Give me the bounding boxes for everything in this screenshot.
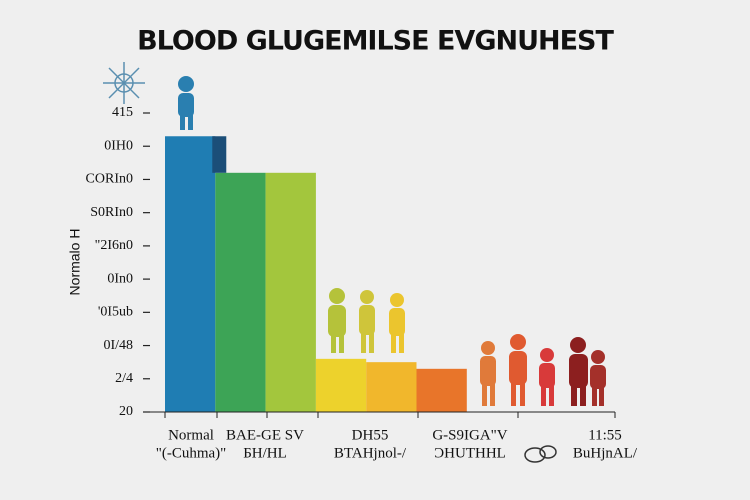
x-tick-label: "(-Cuhma)" [156,445,227,461]
chart-title: BLOOD GLUGEMILSE EVGNUHEST [137,26,614,57]
bar-shade [212,136,227,173]
bar [215,172,266,412]
x-tick-label: Normal [168,427,214,443]
bar [366,362,417,412]
y-tick-label: 2/4 [115,371,133,386]
child-silhouettes-yellow [328,288,405,353]
bar [315,358,367,412]
x-tick-label: ƂH/HL [243,445,287,461]
child-silhouettes-red [480,334,606,406]
y-tick-label: CORIn0 [86,172,133,187]
bar [165,136,216,412]
x-tick-label: BAE-GE SV [226,427,304,443]
y-tick-label: 0I/48 [103,338,133,353]
y-tick-label: 415 [112,105,133,120]
y-tick-label: '0I5ub [98,305,133,320]
blood-drop-icon [524,445,557,463]
y-tick-label: "2I6n0 [95,238,133,253]
bar [265,172,316,412]
x-tick-label: 11:55 [588,427,622,443]
y-tick-label: 0IH0 [104,138,133,153]
x-tick-label: DH55 [352,427,389,443]
y-tick-label: 20 [119,404,133,419]
x-tick-label: ƆHUTHHL [434,445,506,461]
x-tick-label: BuHjnAL/ [573,445,638,461]
y-tick-label: S0RIn0 [90,205,133,220]
child-silhouette [178,76,194,130]
x-tick-label: G-S9IGA"V [432,427,507,443]
y-axis-label: Normalo H [67,229,83,296]
x-tick-label: BTAHjnol-/ [334,445,407,461]
bar [416,368,467,412]
virus-icon [103,62,145,104]
y-tick-label: 0In0 [107,271,133,286]
